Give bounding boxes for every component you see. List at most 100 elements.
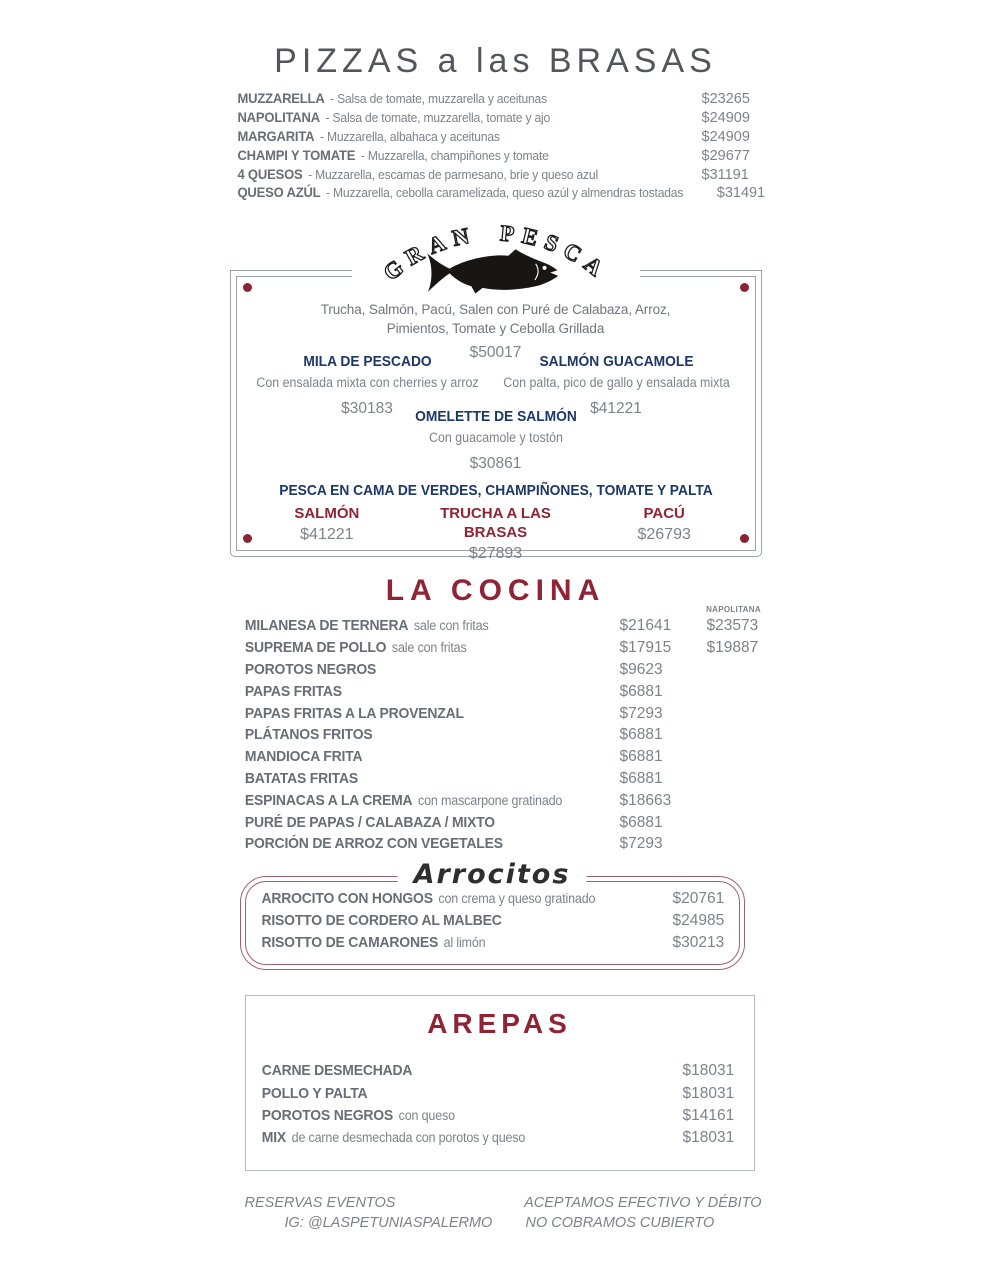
- la-cocina-title: LA COCINA: [385, 574, 606, 608]
- option-price: $27893: [468, 545, 523, 563]
- item-name: MUZZARELLA: [236, 90, 325, 106]
- fish-description-line2: Pimientos, Tomate y Cebolla Grillada: [386, 321, 605, 337]
- pizza-item-text: 4 QUESOS - Muzzarella, escamas de parmesa…: [230, 166, 669, 184]
- footer-reservas: RESERVAS EVENTOS: [244, 1194, 396, 1211]
- arepas-title: AREPAS: [427, 1008, 572, 1040]
- item-name: PAPAS FRITAS A LA PROVENZAL: [244, 704, 464, 722]
- section-gran-pesca: GRAN PESCA Trucha, Salmón, Pacú, Salen c…: [229, 220, 762, 562]
- item-name: QUESO AZÚL: [236, 184, 320, 201]
- section-arepas: AREPAS CARNE DESMECHADA $18031 POLLO Y P…: [230, 995, 762, 1171]
- corner-dot: [739, 283, 749, 293]
- item-price: $41221: [590, 400, 642, 418]
- pizza-item-text: QUESO AZÚL - Muzzarella, cebolla carameli…: [230, 184, 683, 202]
- menu-item-row: RISOTTO DE CORDERO AL MALBEC $24985: [241, 912, 744, 934]
- item-price: $20761: [672, 890, 725, 908]
- footer-right: ACEPTAMOS EFECTIVO Y DÉBITO NO COBRAMOS …: [496, 1193, 762, 1233]
- menu-item-row: MANDIOCA FRITA $6881: [230, 748, 762, 770]
- item-name: 4 QUESOS: [236, 165, 303, 182]
- option-name: TRUCHA A LAS BRASAS: [440, 505, 551, 542]
- gran-pesca-frame: GRAN PESCA Trucha, Salmón, Pacú, Salen c…: [229, 220, 762, 562]
- fish-description-line1: Trucha, Salmón, Pacú, Salen con Puré de …: [320, 302, 671, 318]
- item-name: RISOTTO DE CAMARONES: [260, 934, 438, 952]
- menu-item-row: POROTOS NEGROS $9623: [230, 661, 762, 683]
- item-price: $17915: [619, 639, 672, 657]
- corner-dot: [739, 534, 749, 544]
- arrocitos-list: ARROCITO CON HONGOS con crema y queso gra…: [241, 890, 744, 956]
- item-price: $6881: [619, 769, 663, 787]
- item-name: PURÉ DE PAPAS / CALABAZA / MIXTO: [244, 813, 495, 831]
- menu-item-row: POLLO Y PALTA $18031: [246, 1085, 754, 1107]
- item-description: - Muzzarella, albahaca y aceitunas: [319, 128, 500, 144]
- item-name: PAPAS FRITAS: [244, 682, 342, 700]
- pizza-item-row: MUZZARELLA - Salsa de tomate, muzzarella …: [230, 90, 762, 109]
- item-price: $6881: [619, 682, 663, 700]
- footer: RESERVAS EVENTOS IG: @LASPETUNIASPALERMO…: [230, 1193, 762, 1233]
- item-name: ARROCITO CON HONGOS: [260, 890, 433, 908]
- menu-item-row: CARNE DESMECHADA $18031: [246, 1062, 754, 1084]
- item-description: - Salsa de tomate, muzzarella, tomate y …: [325, 109, 550, 125]
- item-price: $31491: [716, 185, 766, 202]
- item-price: $6881: [619, 726, 663, 744]
- item-description: - Muzzarella, champiñones y tomate: [360, 147, 549, 163]
- item-name: SALMÓN GUACAMOLE: [538, 353, 694, 371]
- item-price: $9623: [619, 660, 663, 678]
- la-cocina-list: MILANESA DE TERNERA sale con fritas $2164…: [230, 617, 762, 857]
- item-price: $24909: [701, 109, 750, 126]
- item-name: PLÁTANOS FRITOS: [244, 726, 373, 744]
- item-price: $30183: [341, 400, 393, 418]
- item-name: BATATAS FRITAS: [244, 769, 358, 787]
- item-suffix: sale con fritas: [391, 640, 467, 656]
- option-name: PACÚ: [643, 505, 685, 523]
- section-arrocitos: Arrocitos ARROCITO CON HONGOS con crema y…: [230, 858, 762, 971]
- option-price: $26793: [637, 526, 691, 544]
- pesca-options: SALMÓN $41221 TRUCHA A LAS BRASAS $27893…: [243, 504, 749, 563]
- pizzas-list: MUZZARELLA - Salsa de tomate, muzzarella …: [230, 90, 766, 203]
- pesca-option: TRUCHA A LAS BRASAS $27893: [411, 504, 580, 563]
- item-description: Con palta, pico de gallo y ensalada mixt…: [502, 375, 730, 391]
- corner-dot: [242, 534, 252, 544]
- pesca-option: SALMÓN $41221: [243, 504, 412, 563]
- corner-dot: [242, 283, 252, 293]
- arrocitos-box: Arrocitos ARROCITO CON HONGOS con crema y…: [239, 858, 745, 971]
- item-price-napolitana: $23573: [706, 617, 759, 635]
- item-name: NAPOLITANA: [236, 108, 320, 125]
- section-la-cocina: LA COCINA NAPOLITANA MILANESA DE TERNERA…: [230, 573, 762, 857]
- pesca-option: PACÚ $26793: [580, 504, 749, 563]
- pizza-item-text: MUZZARELLA - Salsa de tomate, muzzarella …: [230, 90, 669, 108]
- pesca-en-cama-title: PESCA EN CAMA DE VERDES, CHAMPIÑONES, TO…: [278, 482, 713, 500]
- option-price: $41221: [300, 526, 354, 544]
- item-name: MARGARITA: [236, 127, 314, 144]
- item-price: $14161: [682, 1106, 735, 1124]
- item-description: - Salsa de tomate, muzzarella y aceituna…: [329, 91, 547, 106]
- menu-item-row: ESPINACAS A LA CREMA con mascarpone grati…: [230, 792, 762, 814]
- item-name: MILANESA DE TERNERA: [244, 617, 408, 635]
- menu-item-row: ARROCITO CON HONGOS con crema y queso gra…: [241, 890, 744, 912]
- menu-item-row: MIX de carne desmechada con porotos y que…: [246, 1129, 754, 1151]
- item-suffix: al limón: [443, 935, 485, 951]
- arrocitos-title: Arrocitos: [397, 858, 587, 893]
- item-suffix: de carne desmechada con porotos y queso: [291, 1130, 525, 1146]
- item-price: $7293: [619, 835, 663, 853]
- item-name: MILA DE PESCADO: [302, 353, 432, 371]
- item-price: $21641: [619, 617, 672, 635]
- menu-item-row: RISOTTO DE CAMARONES al limón $30213: [241, 934, 744, 956]
- item-price: $18663: [619, 791, 672, 809]
- footer-cubierto: NO COBRAMOS CUBIERTO: [525, 1214, 715, 1231]
- item-price: $18031: [682, 1084, 735, 1102]
- footer-left: RESERVAS EVENTOS IG: @LASPETUNIASPALERMO: [230, 1193, 496, 1233]
- section-pizzas: PIZZAS a las BRASAS MUZZARELLA - Salsa de…: [230, 0, 766, 203]
- menu-item-row: PAPAS FRITAS $6881: [230, 683, 762, 705]
- footer-payment: ACEPTAMOS EFECTIVO Y DÉBITO: [524, 1194, 762, 1211]
- item-name: PORCIÓN DE ARROZ CON VEGETALES: [244, 835, 503, 853]
- item-description: - Muzzarella, cebolla caramelizada, ques…: [325, 185, 683, 201]
- item-name: POROTOS NEGROS: [244, 660, 376, 678]
- arepas-box: AREPAS CARNE DESMECHADA $18031 POLLO Y P…: [244, 995, 755, 1171]
- menu-sheet: PIZZAS a las BRASAS MUZZARELLA - Salsa de…: [229, 0, 766, 1233]
- item-price: $23265: [701, 91, 750, 107]
- item-description: - Muzzarella, escamas de parmesano, brie…: [307, 166, 598, 182]
- item-price: $18031: [682, 1129, 735, 1147]
- item-price: $7293: [619, 704, 663, 722]
- item-description: Con ensalada mixta con cherries y arroz: [255, 375, 479, 391]
- item-name: MANDIOCA FRITA: [244, 748, 362, 766]
- menu-item-row: PAPAS FRITAS A LA PROVENZAL $7293: [230, 705, 762, 727]
